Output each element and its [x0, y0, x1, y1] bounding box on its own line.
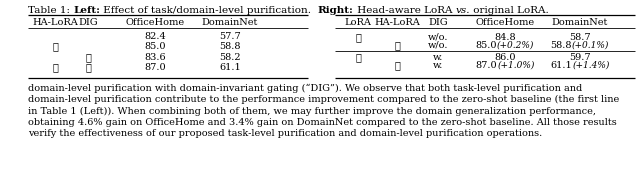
Text: 85.0: 85.0	[144, 42, 166, 51]
Text: w/o.: w/o.	[428, 41, 448, 50]
Text: obtaining 4.6% gain on OfficeHome and 3.4% gain on DomainNet compared to the zer: obtaining 4.6% gain on OfficeHome and 3.…	[28, 118, 617, 127]
Text: LoRA: LoRA	[344, 18, 371, 27]
Text: Right:: Right:	[317, 6, 354, 15]
Text: 82.4: 82.4	[144, 32, 166, 41]
Text: w.: w.	[433, 61, 443, 70]
Text: ✓: ✓	[52, 42, 58, 51]
Text: verify the effectiveness of our proposed task-level purification and domain-leve: verify the effectiveness of our proposed…	[28, 129, 542, 138]
Text: DomainNet: DomainNet	[552, 18, 608, 27]
Text: Left:: Left:	[73, 6, 100, 15]
Text: 58.8: 58.8	[220, 42, 241, 51]
Text: OfficeHome: OfficeHome	[125, 18, 184, 27]
Text: (+1.0%): (+1.0%)	[497, 61, 534, 70]
Text: 58.8: 58.8	[550, 41, 572, 50]
Text: 61.1: 61.1	[550, 61, 572, 70]
Text: Effect of task/domain-level purification.: Effect of task/domain-level purification…	[100, 6, 317, 15]
Text: 59.7: 59.7	[569, 53, 591, 62]
Text: ✓: ✓	[355, 33, 361, 42]
Text: 57.7: 57.7	[219, 32, 241, 41]
Text: 58.7: 58.7	[569, 33, 591, 42]
Text: DIG: DIG	[78, 18, 98, 27]
Text: vs.: vs.	[456, 6, 470, 15]
Text: 61.1: 61.1	[219, 63, 241, 72]
Text: domain-level purification with domain-invariant gating (“DIG”). We observe that : domain-level purification with domain-in…	[28, 84, 582, 93]
Text: 87.0: 87.0	[144, 63, 166, 72]
Text: 83.6: 83.6	[144, 53, 166, 62]
Text: 86.0: 86.0	[494, 53, 516, 62]
Text: ✓: ✓	[394, 61, 400, 70]
Text: ✓: ✓	[394, 41, 400, 50]
Text: (+1.4%): (+1.4%)	[572, 61, 609, 70]
Text: Table 1:: Table 1:	[28, 6, 73, 15]
Text: 84.8: 84.8	[494, 33, 516, 42]
Text: original LoRA.: original LoRA.	[470, 6, 548, 15]
Text: ✓: ✓	[85, 53, 91, 62]
Text: Head-aware LoRA: Head-aware LoRA	[354, 6, 456, 15]
Text: in Table 1 (Left)). When combining both of them, we may further improve the doma: in Table 1 (Left)). When combining both …	[28, 106, 596, 116]
Text: HA-LoRA: HA-LoRA	[32, 18, 78, 27]
Text: HA-LoRA: HA-LoRA	[374, 18, 420, 27]
Text: DIG: DIG	[428, 18, 448, 27]
Text: ✓: ✓	[355, 53, 361, 62]
Text: ✓: ✓	[52, 63, 58, 72]
Text: (+0.1%): (+0.1%)	[572, 41, 609, 50]
Text: OfficeHome: OfficeHome	[476, 18, 534, 27]
Text: 58.2: 58.2	[219, 53, 241, 62]
Text: 85.0: 85.0	[476, 41, 497, 50]
Text: w/o.: w/o.	[428, 33, 448, 42]
Text: 87.0: 87.0	[476, 61, 497, 70]
Text: DomainNet: DomainNet	[202, 18, 258, 27]
Text: w.: w.	[433, 53, 443, 62]
Text: (+0.2%): (+0.2%)	[497, 41, 534, 50]
Text: ✓: ✓	[85, 63, 91, 72]
Text: domain-level purification contribute to the performance improvement compared to : domain-level purification contribute to …	[28, 95, 620, 104]
